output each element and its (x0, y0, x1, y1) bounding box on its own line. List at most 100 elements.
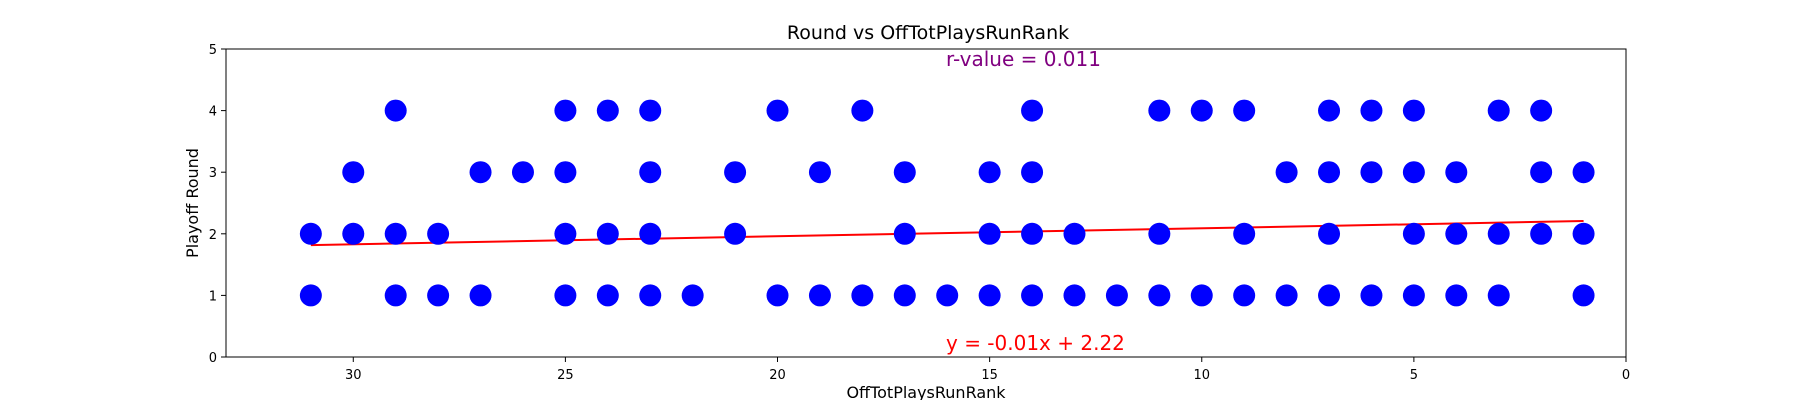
regression-line (310, 220, 1584, 247)
data-point (978, 284, 1001, 307)
data-point (766, 99, 789, 122)
data-point (936, 284, 959, 307)
data-point (1233, 99, 1256, 122)
data-point (639, 161, 662, 184)
data-point (596, 284, 619, 307)
data-point (1445, 222, 1468, 245)
chart-title: Round vs OffTotPlaysRunRank (787, 22, 1069, 44)
r-value-annotation: r-value = 0.011 (946, 47, 1101, 71)
data-point (299, 222, 322, 245)
data-point (1402, 99, 1425, 122)
y-tick-label: 0 (209, 351, 217, 366)
data-point (1402, 284, 1425, 307)
data-point (596, 99, 619, 122)
data-point (808, 284, 831, 307)
data-point (681, 284, 704, 307)
data-point (724, 161, 747, 184)
data-point (1148, 284, 1171, 307)
y-axis-ticks: 0 1 2 3 4 5 (209, 43, 226, 366)
data-point (1530, 99, 1553, 122)
data-point (1530, 161, 1553, 184)
data-point (1021, 222, 1044, 245)
y-axis-label: Playoff Round (183, 148, 202, 258)
data-point (1360, 284, 1383, 307)
data-point (1572, 222, 1595, 245)
data-point (1318, 99, 1341, 122)
x-tick-label: 15 (981, 368, 998, 383)
data-point (384, 222, 407, 245)
data-point (1445, 161, 1468, 184)
data-point (596, 222, 619, 245)
y-tick-label: 4 (209, 105, 217, 120)
data-point (299, 284, 322, 307)
data-point (554, 161, 577, 184)
data-point (1233, 284, 1256, 307)
data-point (1148, 222, 1171, 245)
data-point (1105, 284, 1128, 307)
data-point (1190, 99, 1213, 122)
data-points (299, 99, 1595, 307)
data-point (1487, 284, 1510, 307)
data-point (342, 161, 365, 184)
data-point (469, 161, 492, 184)
data-point (1572, 161, 1595, 184)
data-point (1021, 99, 1044, 122)
y-tick-label: 5 (209, 43, 217, 58)
data-point (384, 284, 407, 307)
regression-line-group (310, 220, 1584, 247)
x-tick-label: 20 (769, 368, 786, 383)
data-point (639, 284, 662, 307)
data-point (1572, 284, 1595, 307)
y-tick-label: 1 (209, 289, 217, 304)
data-point (427, 284, 450, 307)
data-point (766, 284, 789, 307)
data-point (1402, 222, 1425, 245)
y-tick-label: 3 (209, 166, 217, 181)
x-axis-ticks: 30 25 20 15 10 5 0 (345, 357, 1630, 383)
data-point (1487, 222, 1510, 245)
data-point (1063, 284, 1086, 307)
data-point (342, 222, 365, 245)
data-point (893, 222, 916, 245)
data-point (1275, 284, 1298, 307)
plot-area-frame (225, 48, 1627, 358)
data-point (469, 284, 492, 307)
data-point (384, 99, 407, 122)
data-point (1318, 161, 1341, 184)
x-tick-label: 5 (1410, 368, 1418, 383)
x-axis-label: OffTotPlaysRunRank (846, 383, 1006, 400)
data-point (1445, 284, 1468, 307)
data-point (511, 161, 534, 184)
data-point (893, 161, 916, 184)
x-tick-label: 25 (557, 368, 574, 383)
x-tick-label: 0 (1622, 368, 1630, 383)
data-point (1233, 222, 1256, 245)
data-point (1360, 99, 1383, 122)
data-point (1318, 222, 1341, 245)
data-point (554, 222, 577, 245)
data-point (1021, 161, 1044, 184)
data-point (1148, 99, 1171, 122)
data-point (1063, 222, 1086, 245)
data-point (427, 222, 450, 245)
data-point (554, 284, 577, 307)
data-point (724, 222, 747, 245)
data-point (893, 284, 916, 307)
data-point (851, 99, 874, 122)
data-point (978, 222, 1001, 245)
data-point (1318, 284, 1341, 307)
x-tick-label: 30 (345, 368, 362, 383)
data-point (978, 161, 1001, 184)
data-point (808, 161, 831, 184)
data-point (1487, 99, 1510, 122)
data-point (1360, 161, 1383, 184)
data-point (1021, 284, 1044, 307)
regression-equation-annotation: y = -0.01x + 2.22 (946, 331, 1125, 355)
data-point (554, 99, 577, 122)
data-point (1275, 161, 1298, 184)
x-tick-label: 10 (1193, 368, 1210, 383)
y-tick-label: 2 (209, 228, 217, 243)
data-point (639, 222, 662, 245)
data-point (1190, 284, 1213, 307)
